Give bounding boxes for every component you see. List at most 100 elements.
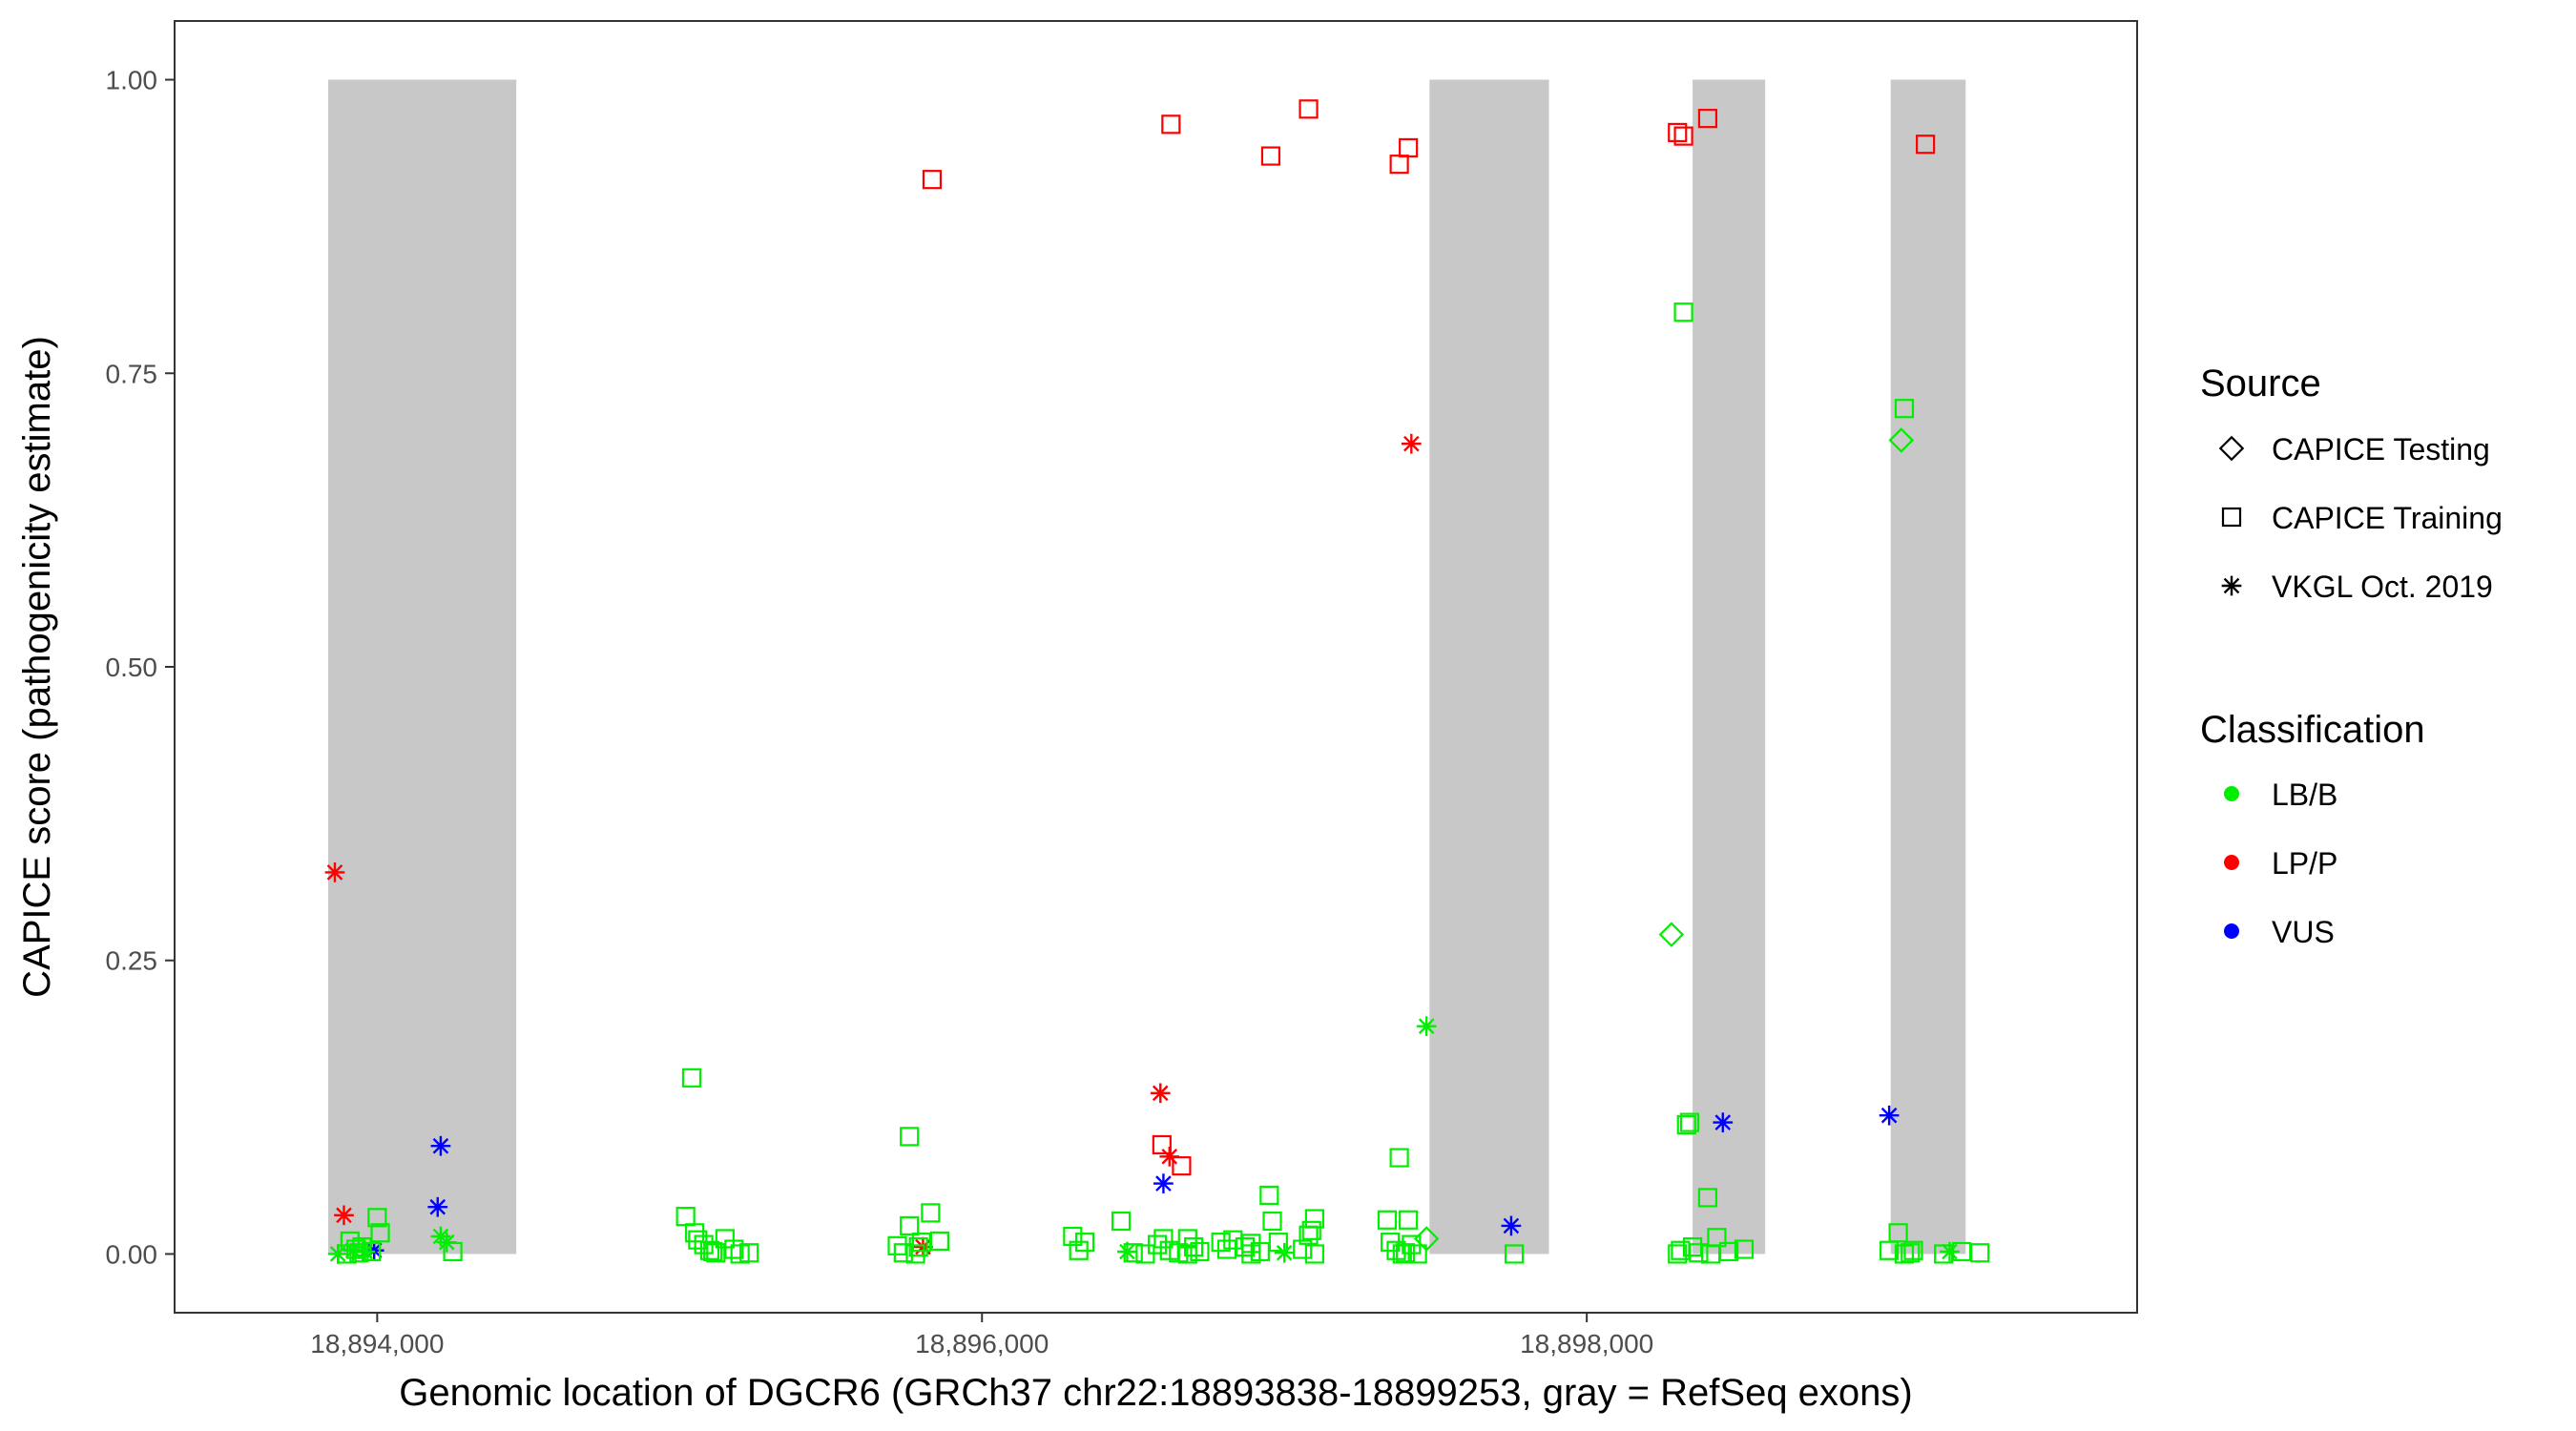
data-point [1152,1134,1172,1155]
data-point [681,1068,702,1088]
data-point [324,862,345,882]
legend-classification-title: Classification [2200,709,2425,751]
legend-classification-item: LB/B [2224,778,2337,812]
data-point [1123,1243,1143,1263]
data-point [1734,1239,1755,1259]
y-tick-label: 1.00 [106,66,158,95]
data-point [1177,1229,1197,1249]
data-point [1416,1016,1437,1037]
data-point [893,1243,913,1263]
legend-source-title: Source [2200,363,2321,404]
data-point [1401,433,1422,454]
legend-classification-items: LB/B LP/P VUS [2224,778,2337,949]
data-point [1658,922,1685,947]
data-point [1894,399,1915,419]
data-point [1668,122,1688,143]
data-points [324,99,1990,1264]
data-point [1888,1223,1908,1243]
data-point [900,1215,920,1236]
legend-source-label: CAPICE Testing [2272,432,2490,467]
legend-classification-label: LP/P [2272,846,2337,881]
data-point [1304,1244,1324,1264]
data-point [1697,109,1718,129]
data-point [1259,1185,1279,1206]
data-point [1235,1236,1256,1257]
data-point [1916,135,1936,155]
legend-source-item: CAPICE Testing [2218,432,2490,467]
data-point [905,1244,925,1264]
data-point [1274,1242,1295,1263]
data-point [1901,1243,1921,1263]
exon-band-2 [1429,79,1549,1255]
data-point [703,1241,723,1262]
data-point [367,1208,387,1228]
legend-classification-label: LB/B [2272,778,2337,812]
series-capice-training-lb-b [337,302,1990,1264]
series-capice-training-lp-p [922,99,1936,1176]
data-point [1147,1234,1168,1255]
data-point [1504,1244,1525,1264]
data-point [1679,1112,1700,1132]
data-point [929,1231,949,1252]
data-point [1689,1243,1709,1263]
data-point [430,1135,451,1156]
data-point [1399,137,1419,158]
data-point [699,1240,720,1260]
x-tick-label: 18,898,000 [1520,1329,1653,1358]
data-point [370,1223,390,1243]
data-point [334,1205,354,1226]
data-point [1211,1233,1231,1253]
data-point [1153,1173,1174,1193]
data-point [688,1230,708,1250]
data-point [1161,114,1181,135]
data-point [1172,1156,1192,1176]
y-tick-label: 0.25 [106,946,158,976]
data-point [724,1239,744,1259]
data-point [1074,1233,1095,1253]
data-point [349,1243,369,1263]
x-tick-label: 18,894,000 [310,1329,444,1358]
data-point [900,1127,920,1147]
legend-color-dot [2224,786,2239,801]
legend-classification-label: VUS [2272,915,2335,949]
data-point [1888,427,1915,453]
data-point [1262,1211,1282,1232]
data-point [443,1241,463,1262]
y-tick-label: 0.00 [106,1239,158,1269]
data-point [1304,1209,1324,1229]
data-point [1970,1243,1990,1263]
y-axis-title: CAPICE score (pathogenicity estimate) [16,336,58,998]
data-point [739,1243,759,1263]
data-point [1159,1146,1180,1167]
data-point [1241,1244,1261,1264]
data-point [1407,1244,1427,1264]
axes: 0.00 0.25 0.50 0.75 1.00 18,894,000 18,896,000… [106,66,1654,1358]
exon-bands [328,79,1966,1255]
legend-asterisk-marker [2221,575,2242,596]
data-point [1260,146,1281,166]
legend-source-label: VKGL Oct. 2019 [2272,570,2493,604]
data-point [1713,1112,1734,1132]
data-point [427,1196,448,1217]
data-point [1301,1220,1321,1240]
legend-square-marker [2221,507,2242,528]
data-point [1063,1226,1083,1247]
data-point [1399,1210,1419,1230]
exon-band-3 [1693,79,1766,1255]
data-point [1673,126,1693,146]
data-point [1894,1244,1915,1264]
data-point [922,170,943,190]
data-point [1268,1233,1288,1253]
data-point [361,1241,382,1262]
legend-diamond-marker [2218,435,2245,462]
legend-color-dot [2224,923,2239,939]
legend-color-dot [2224,855,2239,870]
data-point [1501,1215,1522,1236]
legend-source-label: CAPICE Training [2272,501,2503,535]
data-point [1389,1148,1409,1168]
legend-classification-item: LP/P [2224,846,2337,881]
data-point [1177,1244,1197,1264]
data-point [1377,1210,1398,1230]
data-point [1673,302,1693,322]
data-point [921,1203,941,1223]
